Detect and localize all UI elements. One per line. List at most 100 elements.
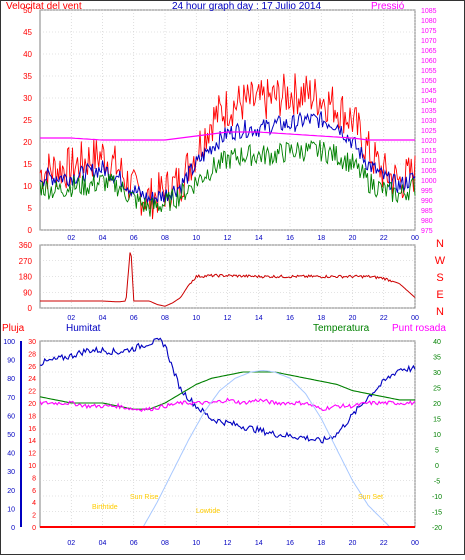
temperature-tick-label: 40 xyxy=(433,339,441,346)
wind-speed-tick-label: 5 xyxy=(28,204,33,213)
rain-tick-label: 10 xyxy=(28,463,36,470)
pressure-tick-label: 1080 xyxy=(421,18,437,25)
wind-direction-tick-label: 90 xyxy=(23,288,32,297)
pressure-tick-label: 990 xyxy=(421,198,433,205)
wind-speed-tick-label: 0 xyxy=(28,226,33,235)
x-tick-label: 16 xyxy=(286,235,294,242)
x-tick-label: 00 xyxy=(411,540,419,547)
pressure-tick-label: 975 xyxy=(421,228,433,235)
x-tick-label: 00 xyxy=(411,315,419,322)
dewpoint-axis-title: Punt rosada xyxy=(392,323,446,334)
wind-speed-tick-label: 45 xyxy=(23,28,32,37)
rain-tick-label: 26 xyxy=(28,364,36,371)
temperature-series xyxy=(39,371,415,410)
wind-speed-axis-title: Velocitat del vent xyxy=(6,1,82,12)
graph-title: 24 hour graph day : 17 Julio 2014 xyxy=(172,1,321,12)
x-tick-label: 18 xyxy=(317,315,325,322)
x-tick-label: 04 xyxy=(99,315,107,322)
humidity-tick-label: 100 xyxy=(3,339,15,346)
temperature-tick-label: 10 xyxy=(433,432,441,439)
compass-label: W xyxy=(435,255,446,267)
wind-direction-tick-label: 0 xyxy=(28,304,33,313)
x-tick-label: 06 xyxy=(130,540,138,547)
x-tick-label: 16 xyxy=(286,540,294,547)
x-tick-label: 02 xyxy=(67,315,75,322)
x-tick-label: 20 xyxy=(349,315,357,322)
x-tick-label: 12 xyxy=(224,315,232,322)
x-tick-label: 08 xyxy=(161,540,169,547)
rain-tick-label: 2 xyxy=(32,513,36,520)
pressure-tick-label: 1005 xyxy=(421,168,437,175)
temperature-tick-label: -10 xyxy=(432,494,442,501)
humidity-tick-label: 70 xyxy=(7,395,15,402)
humidity-tick-label: 20 xyxy=(7,488,15,495)
wind-speed-tick-label: 10 xyxy=(23,182,32,191)
pressure-tick-label: 1085 xyxy=(421,8,437,15)
pressure-tick-label: 995 xyxy=(421,188,433,195)
x-tick-label: 16 xyxy=(286,315,294,322)
wind-direction-tick-label: 180 xyxy=(19,273,33,282)
x-tick-label: 06 xyxy=(130,315,138,322)
temperature-tick-label: 25 xyxy=(433,386,441,393)
rain-tick-label: 24 xyxy=(28,376,36,383)
x-tick-label: 18 xyxy=(317,540,325,547)
x-tick-label: 04 xyxy=(99,235,107,242)
temperature-tick-label: 5 xyxy=(435,448,439,455)
humidity-tick-label: 10 xyxy=(7,506,15,513)
rain-tick-label: 20 xyxy=(28,401,36,408)
x-tick-label: 06 xyxy=(130,235,138,242)
wind-direction-series xyxy=(40,252,416,307)
wind-speed-tick-label: 25 xyxy=(23,116,32,125)
x-tick-label: 14 xyxy=(255,540,263,547)
x-tick-label: 22 xyxy=(380,235,388,242)
annotation-sun-rise: Sun Rise xyxy=(130,494,159,501)
wind-speed-tick-label: 35 xyxy=(23,72,32,81)
rain-tick-label: 22 xyxy=(28,389,36,396)
rain-tick-label: 16 xyxy=(28,426,36,433)
pressure-tick-label: 1075 xyxy=(421,28,437,35)
wind-speed-tick-label: 50 xyxy=(23,6,32,15)
pressure-tick-label: 980 xyxy=(421,218,433,225)
rain-axis-title: Pluja xyxy=(2,323,25,334)
humidity-tick-label: 90 xyxy=(7,358,15,365)
x-tick-label: 20 xyxy=(349,235,357,242)
x-tick-label: 18 xyxy=(317,235,325,242)
temperature-axis-title: Temperatura xyxy=(313,323,370,334)
x-tick-label: 10 xyxy=(192,235,200,242)
wind-direction-series xyxy=(40,252,416,307)
wind-direction-tick-label: 360 xyxy=(19,241,33,250)
compass-label: S xyxy=(436,272,443,284)
wind-pressure-series xyxy=(39,73,416,220)
dewpoint-series xyxy=(39,397,416,412)
pressure-tick-label: 1015 xyxy=(421,148,437,155)
pressure-tick-label: 1030 xyxy=(421,118,437,125)
temperature-series xyxy=(39,337,416,528)
humidity-tick-label: 40 xyxy=(7,451,15,458)
wind-gust-series xyxy=(39,73,416,220)
rain-tick-label: 12 xyxy=(28,451,36,458)
x-tick-label: 04 xyxy=(99,540,107,547)
wind-speed-series xyxy=(39,140,416,217)
x-tick-label: 00 xyxy=(411,235,419,242)
x-tick-label: 14 xyxy=(255,315,263,322)
pressure-tick-label: 1010 xyxy=(421,158,437,165)
wind-pressure-tick-labels: 0510152025303540455097598098599099510001… xyxy=(23,6,437,242)
wind-speed-tick-label: 20 xyxy=(23,138,32,147)
x-tick-label: 10 xyxy=(192,540,200,547)
annotation-birthtide: Birthtide xyxy=(92,504,118,511)
x-tick-label: 02 xyxy=(67,235,75,242)
rain-tick-label: 8 xyxy=(32,475,36,482)
humidity-tick-label: 50 xyxy=(7,432,15,439)
pressure-tick-label: 1035 xyxy=(421,108,437,115)
rain-humidity-temperature-panel: 0102030405060708090100024681012141618202… xyxy=(2,323,446,547)
annotation-sun-set: Sun Set xyxy=(358,494,383,501)
x-tick-label: 08 xyxy=(161,315,169,322)
temperature-tick-label: 20 xyxy=(433,401,441,408)
rain-tick-label: 14 xyxy=(28,438,36,445)
x-tick-label: 22 xyxy=(380,315,388,322)
